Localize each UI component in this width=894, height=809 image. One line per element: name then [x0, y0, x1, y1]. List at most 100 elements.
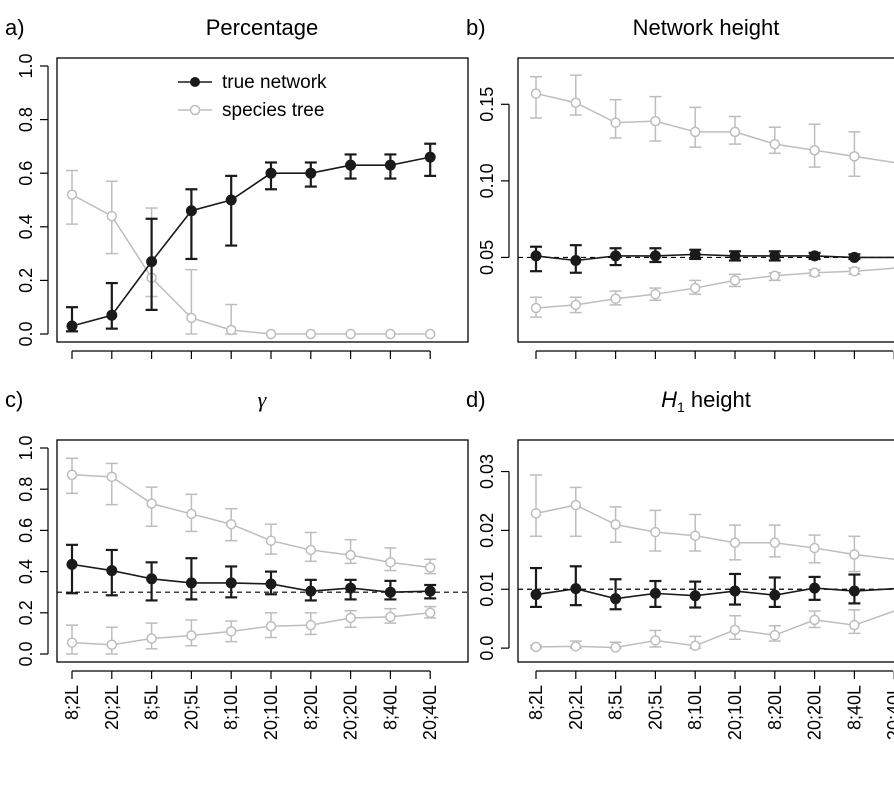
data-point — [689, 282, 701, 294]
series-species-tree — [530, 74, 894, 178]
data-point — [185, 205, 197, 217]
data-point — [345, 159, 357, 171]
data-point — [610, 117, 621, 128]
data-point — [530, 508, 542, 519]
series-true-network — [530, 244, 894, 274]
panel-label: c) — [5, 387, 23, 412]
data-point — [650, 288, 661, 300]
x-tick-label: 20;40L — [420, 685, 440, 740]
panel-label: a) — [5, 15, 25, 40]
series-line — [535, 92, 894, 164]
series-line — [71, 563, 431, 594]
y-tick-label: 0.6 — [16, 161, 36, 186]
data-point — [849, 151, 860, 162]
y-tick-label: 1.0 — [16, 53, 36, 78]
legend-entry: species tree — [178, 100, 324, 121]
data-point — [265, 535, 277, 546]
data-point — [769, 250, 781, 262]
data-point — [345, 328, 356, 340]
data-point — [424, 151, 436, 163]
data-point — [66, 558, 78, 570]
data-point — [729, 624, 741, 636]
data-point — [650, 635, 661, 646]
data-point — [385, 328, 396, 340]
data-point — [610, 593, 622, 605]
data-point — [729, 275, 741, 286]
data-point — [66, 189, 78, 200]
series-line — [535, 610, 894, 649]
x-tick-label: 8;40L — [380, 685, 400, 730]
data-point — [146, 633, 157, 644]
series-species-tree-extra — [66, 605, 437, 655]
y-tick-label: 0.2 — [16, 600, 36, 625]
data-point — [848, 585, 860, 597]
y-tick-label: 0.15 — [477, 87, 497, 122]
data-point — [186, 312, 197, 324]
legend-label: true network — [222, 72, 327, 93]
y-tick-label: 1.0 — [16, 435, 36, 460]
panel-label: b) — [466, 15, 486, 40]
series-line — [535, 587, 894, 600]
data-point — [769, 270, 781, 282]
data-point — [849, 549, 860, 560]
panel-label: d) — [466, 387, 486, 412]
data-point — [530, 641, 542, 653]
data-point — [345, 582, 357, 594]
data-point — [809, 267, 820, 278]
x-tick-label: 20;20L — [805, 685, 825, 740]
data-point — [530, 250, 542, 262]
plot-frame — [517, 57, 894, 343]
data-point — [225, 194, 237, 206]
data-point — [305, 544, 317, 556]
series-line — [535, 267, 894, 309]
data-point — [769, 537, 781, 549]
data-point — [106, 471, 118, 483]
y-tick-label: 0.4 — [16, 559, 36, 584]
x-tick-label: 20;5L — [645, 685, 665, 730]
data-point — [225, 577, 237, 589]
data-point — [225, 324, 237, 336]
data-point — [809, 614, 820, 626]
x-tick-label: 8;5L — [606, 685, 626, 720]
x-tick-label: 20;40L — [884, 685, 894, 740]
legend-marker — [189, 104, 201, 116]
legend-label: species tree — [222, 100, 324, 121]
series-line — [71, 156, 431, 327]
data-point — [689, 590, 701, 602]
y-tick-label: 0.8 — [16, 107, 36, 132]
data-point — [610, 250, 622, 262]
data-point — [265, 578, 277, 590]
data-point — [424, 562, 436, 573]
series-line — [535, 504, 894, 560]
data-point — [689, 530, 701, 541]
x-tick-label: 20;5L — [181, 685, 201, 730]
data-point — [689, 126, 701, 138]
data-point — [649, 587, 661, 599]
y-tick-label: 0.6 — [16, 518, 36, 543]
plot-frame — [517, 439, 894, 663]
data-point — [610, 293, 621, 305]
x-tick-label: 20;20L — [341, 685, 361, 740]
data-point — [106, 309, 118, 321]
data-point — [729, 126, 741, 138]
data-point — [305, 167, 317, 179]
data-point — [265, 167, 277, 179]
x-tick-label: 8;2L — [526, 685, 546, 720]
panel-4: d) H1 height 0.0 0.01 0.02 0.03 8;2L 20;2L 8;5L 2… — [466, 387, 894, 740]
data-point — [570, 583, 582, 595]
panel-3: c) γ 0.0 0.2 0.4 0.6 0.8 1.0 8;2L 20;2L 8;5L 20;5L 8… — [5, 387, 469, 740]
data-point — [424, 585, 436, 597]
data-point — [769, 629, 781, 641]
data-point — [809, 144, 820, 156]
data-point — [185, 577, 197, 589]
series-true-network — [66, 543, 437, 602]
series-line — [71, 474, 431, 569]
data-point — [66, 637, 78, 648]
data-point — [729, 585, 741, 597]
panel-1: a) Percentage 0.0 0.2 0.4 0.6 0.8 1.0 true netwo… — [5, 15, 469, 359]
panel-title: Network height — [633, 15, 780, 40]
series-species-tree — [66, 169, 436, 340]
data-point — [146, 498, 157, 509]
x-tick-label: 8;40L — [844, 685, 864, 730]
